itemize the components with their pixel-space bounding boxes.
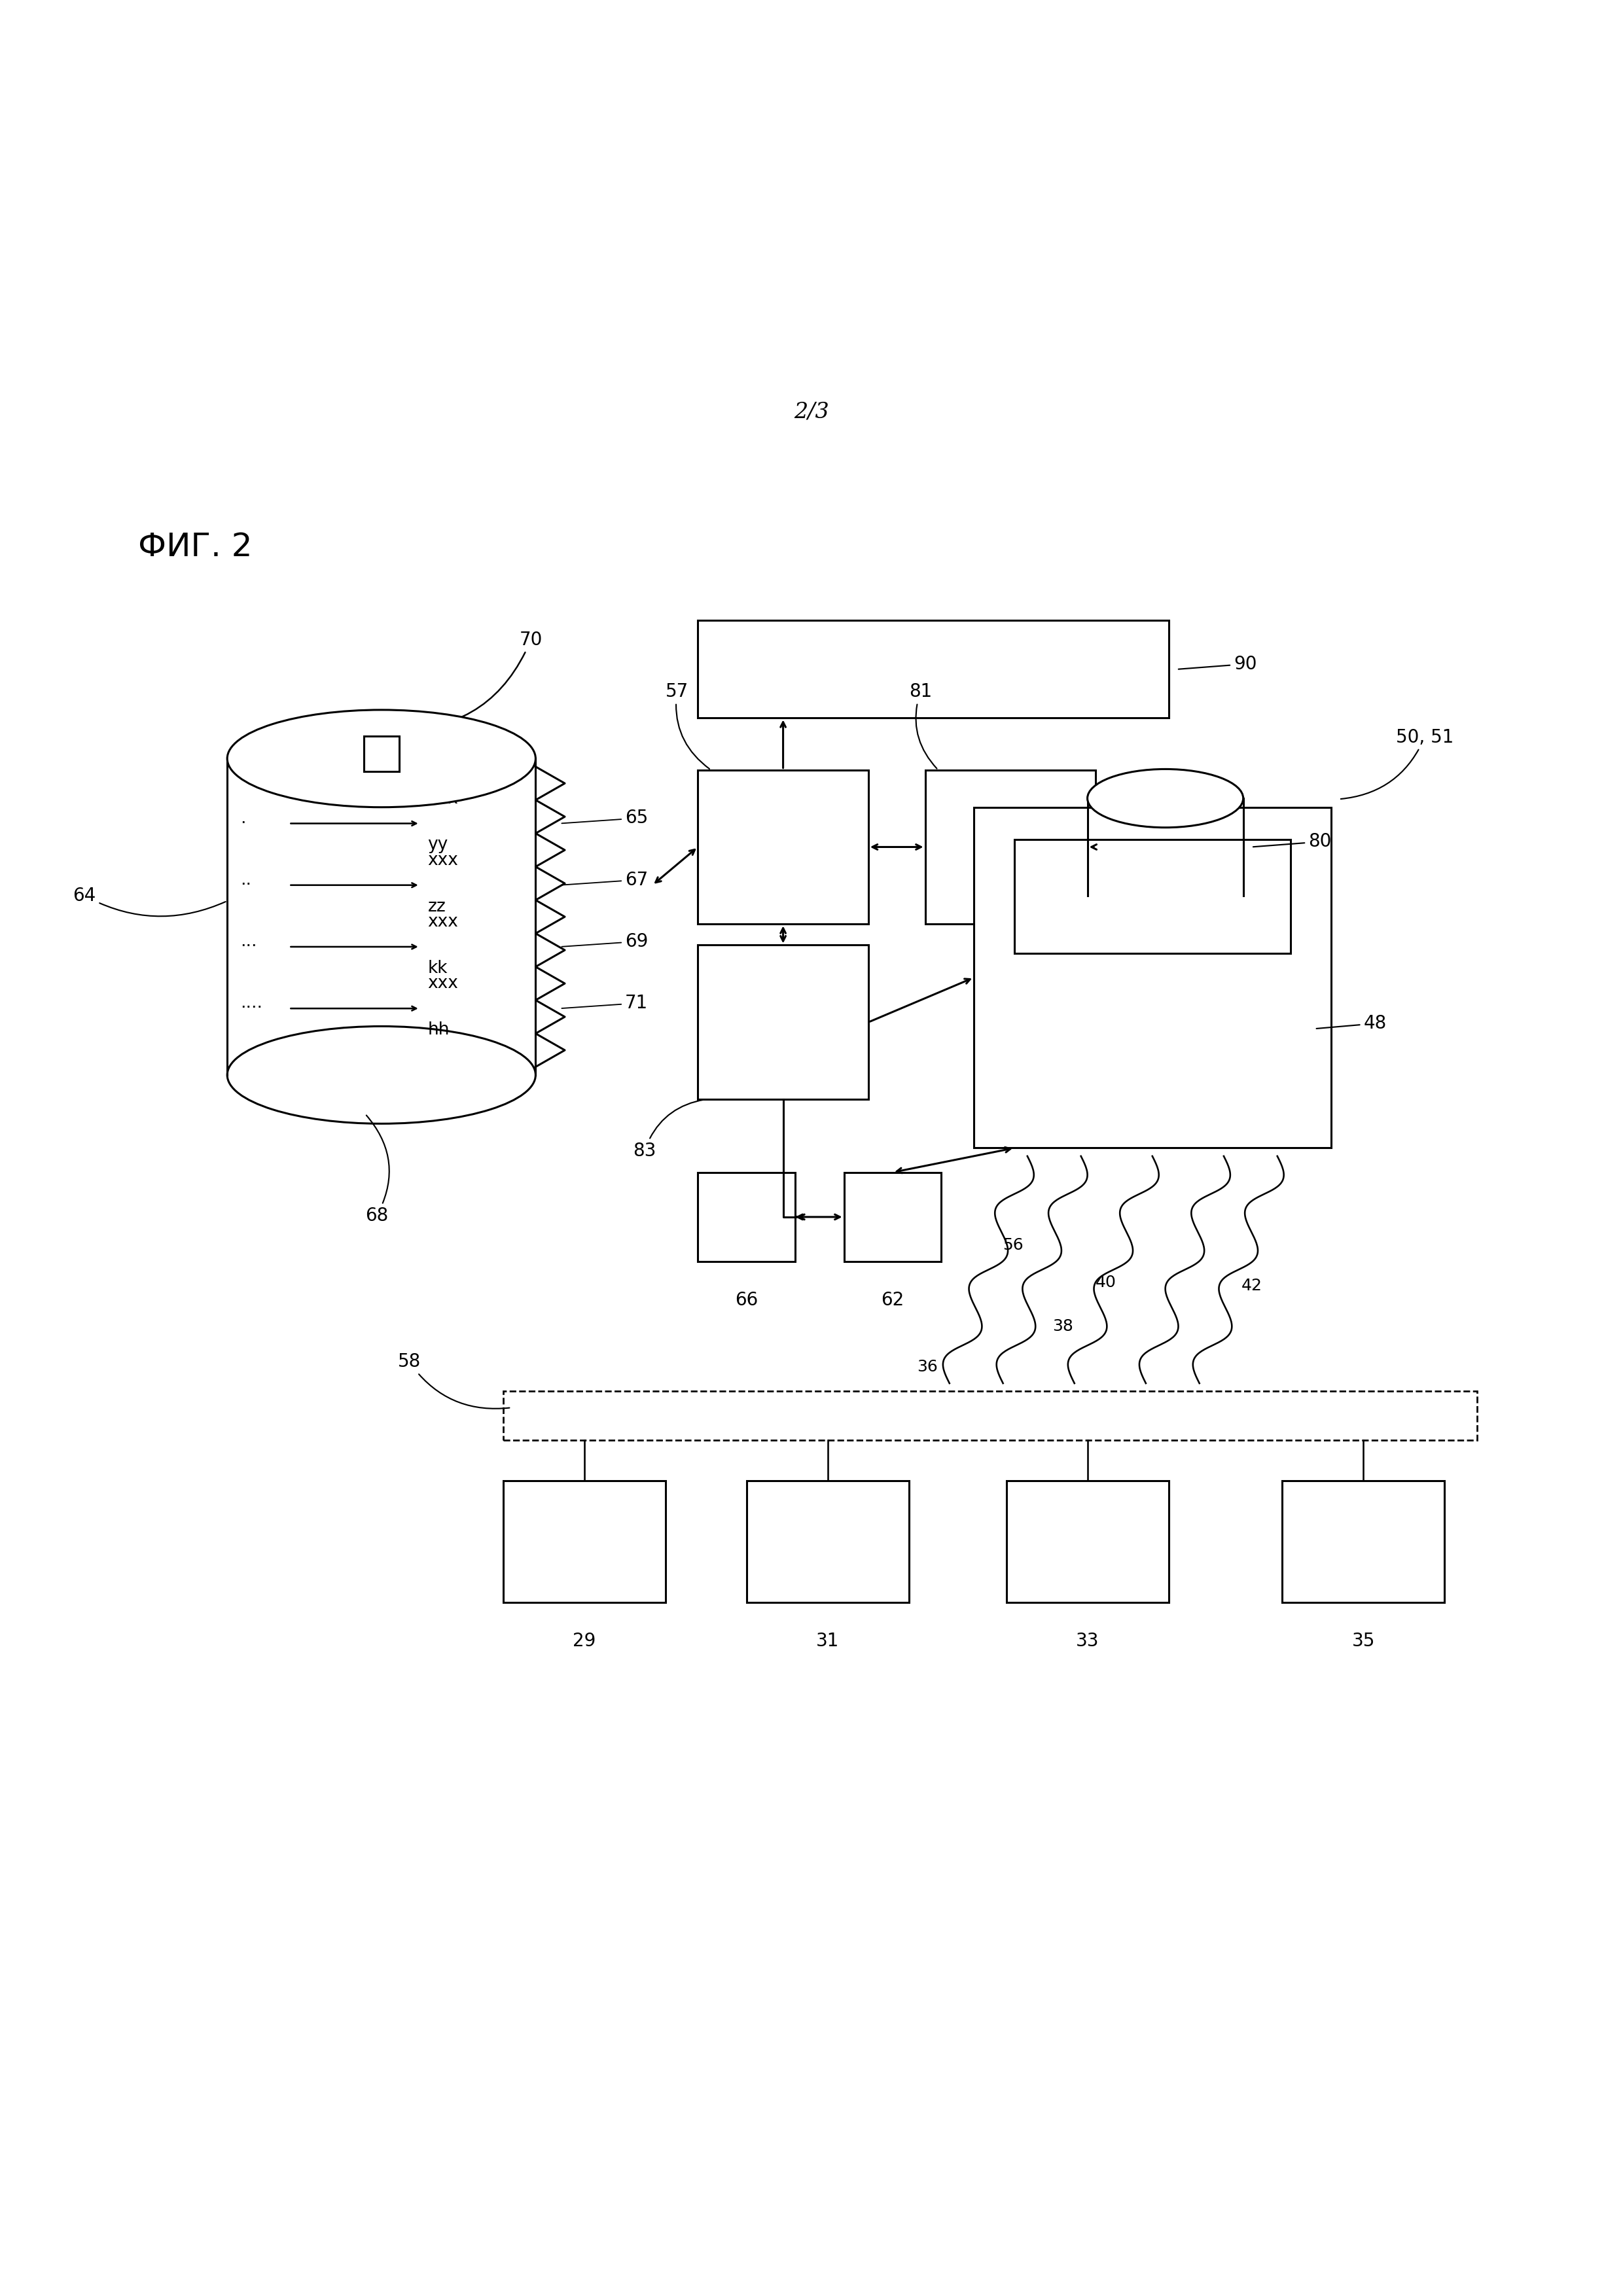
- Text: 31: 31: [816, 1632, 839, 1651]
- Text: 33: 33: [1076, 1632, 1099, 1651]
- Text: xxx: xxx: [427, 976, 458, 992]
- Ellipse shape: [227, 709, 536, 808]
- Text: 66: 66: [735, 1290, 758, 1309]
- Text: xxx: xxx: [427, 790, 458, 808]
- Text: xxx: xxx: [427, 914, 458, 930]
- Text: ··: ··: [240, 877, 252, 893]
- Bar: [1282, 1481, 1444, 1603]
- Text: 62: 62: [881, 1290, 904, 1309]
- Text: 67: 67: [562, 870, 648, 889]
- Bar: [698, 1173, 795, 1261]
- Bar: [1014, 840, 1290, 953]
- Bar: [844, 1173, 941, 1261]
- Text: 83: 83: [633, 1100, 704, 1159]
- Text: 70: 70: [391, 631, 542, 730]
- Text: 68: 68: [365, 1116, 390, 1226]
- Text: ·: ·: [240, 815, 245, 831]
- Text: 48: 48: [1316, 1015, 1386, 1033]
- Text: 50, 51: 50, 51: [1341, 728, 1454, 799]
- Bar: [698, 620, 1169, 719]
- Text: 69: 69: [562, 932, 648, 951]
- Bar: [925, 769, 1096, 923]
- Text: 36: 36: [917, 1359, 938, 1375]
- Text: 58: 58: [398, 1352, 510, 1410]
- Text: 71: 71: [562, 994, 648, 1013]
- Text: 65: 65: [562, 808, 648, 827]
- Text: 64: 64: [73, 886, 226, 916]
- Text: zz: zz: [427, 898, 446, 916]
- Bar: [974, 808, 1331, 1148]
- Ellipse shape: [1087, 769, 1243, 827]
- Text: ····: ····: [240, 1001, 263, 1017]
- Text: 35: 35: [1352, 1632, 1375, 1651]
- Text: 2/3: 2/3: [794, 402, 829, 422]
- Text: xxx: xxx: [427, 852, 458, 868]
- Text: ···: ···: [240, 939, 256, 955]
- Text: hh: hh: [427, 1022, 450, 1038]
- Text: 38: 38: [1052, 1318, 1073, 1334]
- Text: 81: 81: [909, 682, 936, 769]
- Text: 90: 90: [1178, 654, 1256, 673]
- Text: ФИГ. 2: ФИГ. 2: [138, 530, 252, 563]
- Bar: [698, 769, 868, 923]
- Bar: [503, 1391, 1477, 1440]
- Text: 57: 57: [665, 682, 709, 769]
- Text: 42: 42: [1242, 1279, 1263, 1293]
- Text: 40: 40: [1096, 1274, 1117, 1290]
- Text: kk: kk: [427, 960, 448, 976]
- Bar: [698, 946, 868, 1100]
- Bar: [1006, 1481, 1169, 1603]
- Text: yy: yy: [427, 836, 448, 854]
- Bar: [503, 1481, 665, 1603]
- Bar: [364, 735, 399, 771]
- Text: 80: 80: [1253, 833, 1331, 852]
- Text: 56: 56: [1003, 1238, 1022, 1254]
- Text: 29: 29: [573, 1632, 596, 1651]
- Bar: [747, 1481, 909, 1603]
